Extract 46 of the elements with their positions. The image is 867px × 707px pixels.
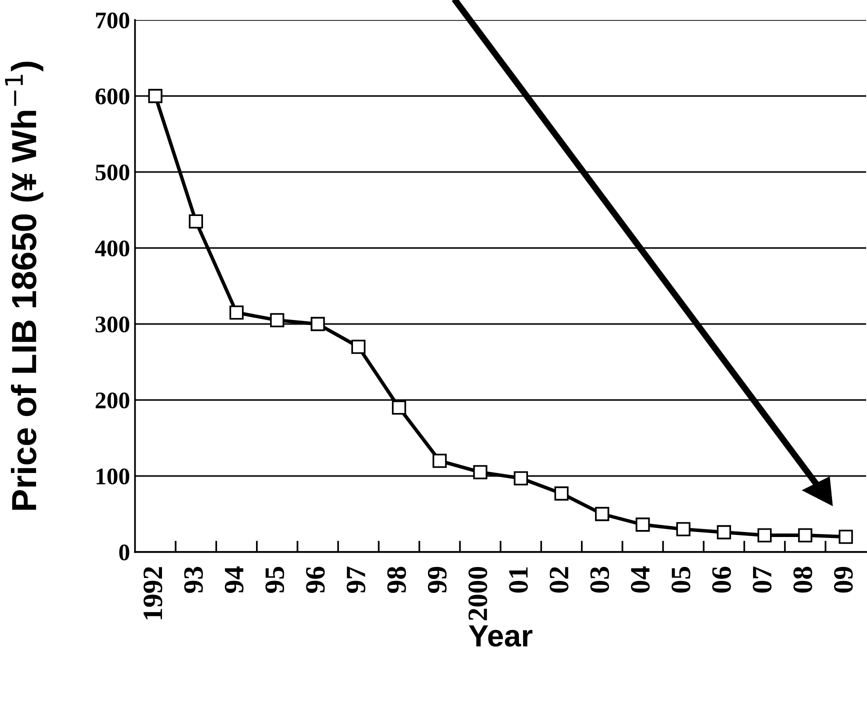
point: [676, 522, 690, 536]
point: [514, 471, 528, 486]
y-axis-title: Price of LIB 18650 (¥ Wh$^{−1}$): [5, 62, 44, 510]
x-tick-label: 08: [793, 566, 812, 593]
x-tick-label: 05: [672, 566, 690, 593]
point: [229, 306, 244, 320]
y-tick-label: 100: [96, 468, 130, 484]
x-tick-label: 1992: [144, 567, 162, 620]
x-tick-label: 01: [509, 567, 528, 593]
x-tick-label: 03: [590, 566, 610, 593]
point: [716, 525, 732, 540]
point: [554, 486, 569, 501]
x-tick-label: 02: [550, 567, 568, 593]
y-tick-label: 500: [96, 164, 130, 180]
point: [838, 530, 853, 544]
point: [432, 454, 447, 468]
point: [310, 316, 325, 332]
point: [392, 400, 406, 415]
x-tick-label: 95: [265, 566, 284, 593]
point: [148, 88, 162, 104]
x-tick-label: 99: [428, 566, 447, 593]
x-tick-label: 09: [834, 566, 853, 593]
y-tick-label: 200: [96, 392, 130, 408]
x-tick-label: 98: [387, 566, 406, 593]
point: [636, 518, 650, 532]
x-tick-label: 2000: [468, 566, 488, 620]
x-tick-label: 97: [346, 566, 366, 593]
y-tick-label: 0: [119, 544, 130, 560]
point: [351, 340, 366, 354]
x-tick-label: 93: [184, 566, 203, 593]
y-tick-label: 700: [96, 12, 130, 28]
point: [798, 528, 812, 542]
x-tick-label: 07: [752, 566, 772, 593]
x-tick-label: 96: [306, 566, 325, 593]
point: [758, 528, 772, 542]
y-tick-label: 600: [96, 88, 130, 104]
y-tick-label: 300: [96, 316, 130, 332]
point: [473, 465, 488, 480]
point: [595, 506, 610, 522]
x-tick-label: 04: [630, 566, 650, 593]
x-axis-title: Year: [468, 625, 532, 647]
point: [188, 214, 204, 228]
point: [270, 313, 284, 328]
y-tick-label: 400: [95, 240, 130, 256]
x-tick-label: 94: [224, 566, 244, 593]
x-tick-label: 06: [712, 566, 731, 593]
